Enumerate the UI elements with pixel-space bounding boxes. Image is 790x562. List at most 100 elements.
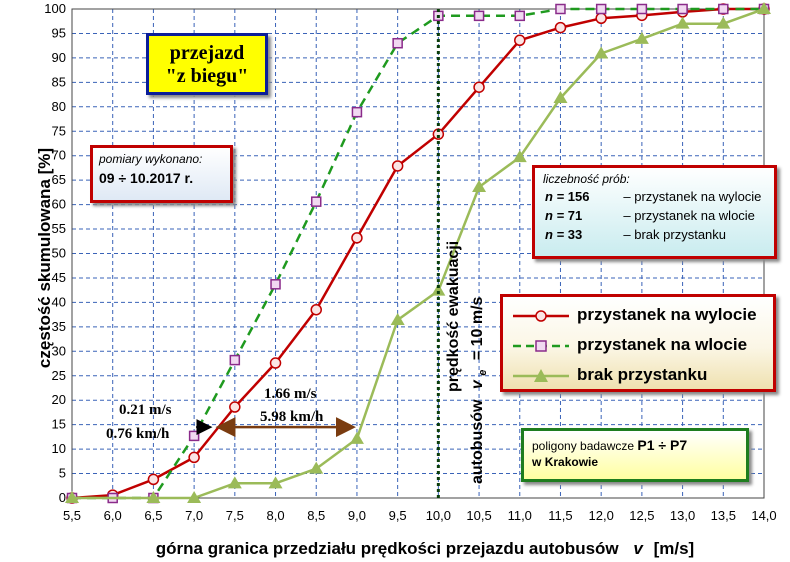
y-tick-label: 25	[52, 368, 66, 383]
data-point	[594, 46, 609, 59]
arrow-short-label-2: 0.76 km/h	[106, 426, 170, 442]
data-point	[636, 3, 648, 15]
y-tick-label: 45	[52, 270, 66, 285]
legend-label: przystanek na wylocie	[577, 305, 757, 324]
x-tick-label: 9,0	[348, 508, 366, 523]
y-tick-label: 65	[52, 172, 66, 187]
data-point	[391, 160, 404, 172]
sample-n-symbol: n =	[545, 208, 565, 223]
data-point	[351, 232, 363, 244]
data-point	[187, 491, 202, 503]
x-tick-label: 11,0	[508, 508, 532, 523]
data-point	[431, 283, 446, 296]
data-point	[309, 461, 324, 474]
series-group	[65, 2, 771, 504]
y-tick-label: 90	[52, 50, 66, 65]
x-tick-label: 13,5	[711, 508, 736, 523]
series-line	[71, 7, 764, 500]
x-tick-label: 9,5	[389, 508, 407, 523]
x-tick-label: 11,5	[548, 508, 572, 523]
x-axis-title-text: górna granica przedziału prędkości przej…	[156, 539, 620, 558]
y-tick-label: 30	[52, 343, 66, 358]
legend-swatch-outlet-stop	[513, 310, 569, 322]
test-sites-city: Krakowie	[544, 455, 599, 469]
data-point	[514, 34, 526, 47]
sample-size-row: n = 71 – przystanek na wlocie	[543, 208, 766, 227]
title-line-1: przejazd	[169, 42, 245, 64]
y-tick-label: 95	[52, 25, 66, 40]
test-sites-box: poligony badawcze P1 ÷ P7 w Krakowie	[521, 428, 749, 482]
sample-description: – przystanek na wylocie	[623, 189, 762, 204]
data-point	[188, 451, 200, 464]
vline-label-line2: autobusów v e = 10 m/s	[469, 296, 490, 484]
legend-swatch-no-stop	[513, 369, 569, 382]
y-tick-label: 70	[52, 148, 66, 163]
legend: przystanek na wylocie przystanek na wloc…	[500, 294, 776, 392]
data-point	[351, 106, 363, 118]
x-axis-title: górna granica przedziału prędkości przej…	[156, 539, 694, 558]
vline-label-line1: prędkość ewakuacji	[445, 241, 462, 392]
y-axis-title: częstość skumulowana [%]	[35, 148, 54, 368]
y-tick-label: 75	[52, 123, 66, 138]
y-tick-labels: 0 5 10 15 20 25 30 35 40 45 50 55 60 65 70 75 80 85 90 95 10…	[44, 1, 66, 505]
data-point	[146, 491, 161, 503]
x-tick-labels: 5,5 6,0 6,5 7,0 7,5 8,0 8,5 9,0 9,5 10,0 10,5 11,0 1…	[63, 508, 777, 523]
legend-label: brak przystanku	[577, 365, 708, 384]
x-tick-label: 14,0	[751, 508, 776, 523]
vline-label-sub: e	[477, 370, 489, 376]
data-point	[514, 10, 526, 22]
sample-size-header: liczebność prób:	[543, 172, 630, 186]
x-tick-label: 13,0	[670, 508, 695, 523]
y-tick-label: 100	[44, 1, 66, 16]
arrow-long-label-1: 1.66 m/s	[264, 386, 317, 402]
data-point	[595, 12, 607, 25]
sample-count: 71	[567, 208, 583, 223]
y-tick-label: 40	[52, 294, 66, 309]
x-tick-label: 12,0	[589, 508, 614, 523]
data-point	[392, 37, 403, 49]
title-box: przejazd "z biegu"	[146, 33, 268, 95]
y-tick-label: 80	[52, 99, 66, 114]
data-point	[757, 2, 771, 14]
vline-label-value: = 10 m/s	[469, 296, 486, 360]
arrow-short-label-1: 0.21 m/s	[119, 402, 172, 418]
y-tick-label: 5	[59, 466, 66, 481]
test-sites-line-1: poligony badawcze P1 ÷ P7	[532, 437, 738, 453]
test-sites-caption: poligony badawcze	[532, 439, 635, 453]
sample-size-box: liczebność prób: n = 156 – przystanek na…	[532, 165, 777, 259]
data-point	[390, 313, 405, 326]
data-point	[229, 401, 241, 413]
y-tick-label: 20	[52, 392, 66, 407]
data-point	[227, 476, 242, 489]
data-point	[512, 150, 527, 163]
x-axis-title-var: v	[633, 539, 644, 558]
sample-description: – brak przystanku	[623, 227, 727, 242]
x-tick-label: 5,5	[63, 508, 81, 523]
sample-count: 33	[567, 227, 583, 242]
x-tick-label: 8,5	[307, 508, 325, 523]
data-point	[553, 90, 568, 103]
data-point	[473, 10, 485, 22]
y-tick-label: 10	[52, 441, 66, 456]
sample-n-symbol: n =	[545, 227, 565, 242]
data-point	[595, 3, 607, 15]
sample-count: 156	[567, 189, 590, 204]
y-tick-label: 35	[52, 319, 66, 334]
data-point	[147, 473, 160, 486]
series-3	[65, 2, 771, 503]
data-point	[675, 16, 690, 29]
test-sites-line-2: w Krakowie	[532, 455, 738, 469]
y-tick-label: 55	[52, 221, 66, 236]
arrow-long-label-2: 5.98 km/h	[260, 409, 324, 425]
data-point	[229, 354, 241, 366]
data-point	[716, 16, 731, 29]
y-tick-label: 85	[52, 74, 66, 89]
data-point	[310, 196, 322, 207]
y-tick-label: 50	[52, 246, 66, 261]
legend-item-outlet-stop: przystanek na wylocie	[511, 301, 773, 329]
data-point	[188, 430, 200, 442]
title-line-2: "z biegu"	[165, 65, 249, 87]
x-tick-label: 6,5	[144, 508, 162, 523]
measurement-date-value: 09 ÷ 10.2017 r.	[99, 170, 194, 186]
x-tick-label: 6,0	[104, 508, 122, 523]
